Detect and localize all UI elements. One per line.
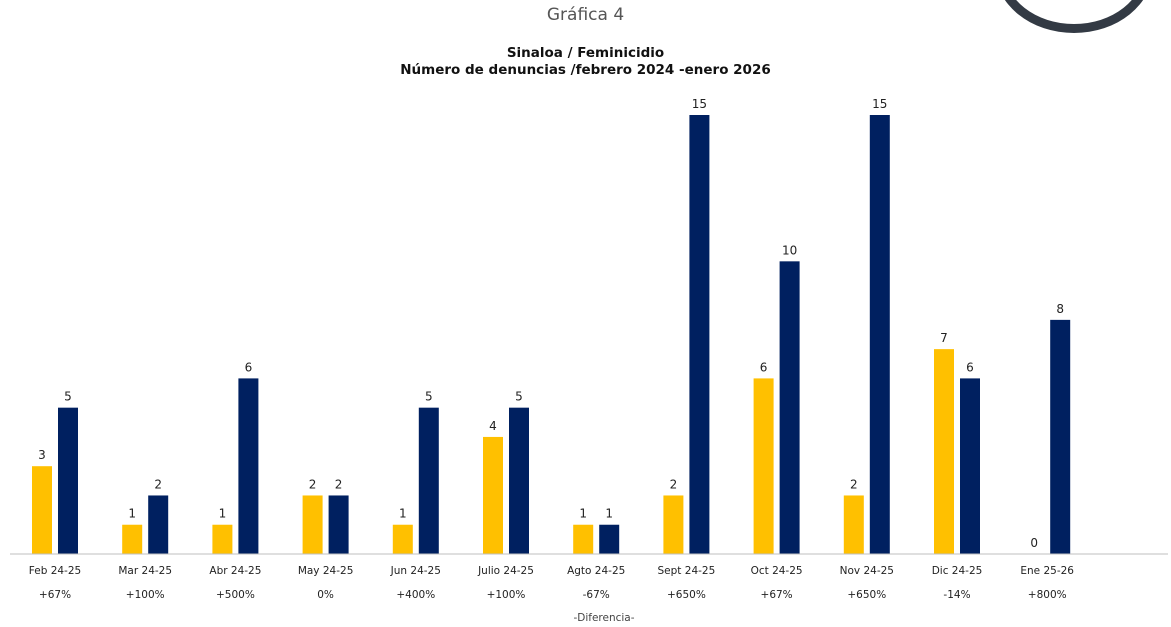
category-label: Mar 24-25 [118,565,172,577]
difference-label: +100% [126,589,165,601]
data-label-series-1: 2 [309,477,317,491]
bar-series-2 [689,115,710,554]
data-label-series-2: 2 [154,477,162,491]
data-label-series-1: 2 [850,477,858,491]
category-label: Dic 24-25 [932,565,983,577]
bar-series-2 [1050,319,1071,554]
bar-series-1 [934,349,954,554]
category-label: Sept 24-25 [658,565,716,577]
bar-series-2 [148,495,169,554]
difference-label: +100% [487,589,526,601]
data-label-series-2: 6 [966,360,974,374]
chart-subtitle: Número de denuncias /febrero 2024 -enero… [400,62,771,78]
data-label-series-1: 7 [940,331,948,345]
chart-title: Sinaloa / Feminicidio [506,45,665,61]
category-label: Ene 25-26 [1020,565,1074,577]
data-label-series-1: 3 [38,448,46,462]
category-label: Oct 24-25 [751,565,803,577]
difference-label: +650% [667,589,706,601]
bar-series-2 [238,378,259,554]
category-label: Agto 24-25 [567,565,625,577]
difference-label: -67% [583,589,610,601]
category-label: May 24-25 [298,565,354,577]
difference-label: +67% [39,589,71,601]
category-label: Julio 24-25 [477,565,534,577]
bar-series-2 [418,407,439,554]
difference-label: -14% [943,589,970,601]
bar-series-1 [483,436,503,554]
data-label-series-2: 5 [515,390,523,404]
difference-label: 0% [317,589,334,601]
data-label-series-1: 1 [399,507,407,521]
bar-series-1 [302,495,323,554]
chart-title-block: Sinaloa / Feminicidio Número de denuncia… [0,45,1171,79]
data-label-series-1: 2 [670,477,678,491]
data-label-series-1: 0 [1030,536,1038,550]
difference-label: +650% [847,589,886,601]
data-label-series-1: 6 [760,360,768,374]
data-label-series-2: 6 [245,360,253,374]
data-label-series-2: 15 [872,97,887,111]
category-label: Feb 24-25 [29,565,81,577]
bar-series-2 [509,407,529,554]
bar-series-2 [869,115,890,554]
difference-label: +800% [1028,589,1067,601]
bar-series-2 [960,378,980,554]
differences-caption: -Diferencia- [573,612,634,624]
category-label: Abr 24-25 [209,565,261,577]
bar-series-1 [843,495,864,554]
difference-label: +500% [216,589,255,601]
data-label-series-2: 1 [605,507,613,521]
bar-series-1 [212,524,233,554]
bar-series-2 [58,407,78,554]
difference-label: +400% [396,589,435,601]
category-label: Jun 24-25 [390,565,441,577]
data-label-series-2: 5 [64,390,72,404]
data-label-series-1: 1 [219,507,227,521]
bars-layer [32,115,1071,554]
bar-series-2 [328,495,349,554]
bar-series-1 [392,524,413,554]
category-label: Nov 24-25 [840,565,894,577]
labels-layer: 3 5 Feb 24-25 +67% 1 2 Mar 24-25 +100% 1 6 Abr 24-… [29,97,1075,601]
data-label-series-2: 5 [425,390,433,404]
data-label-series-2: 15 [692,97,707,111]
bar-series-1 [663,495,684,554]
bar-series-1 [32,466,52,554]
data-label-series-1: 1 [579,507,587,521]
bar-series-1 [122,524,143,554]
data-label-series-2: 10 [782,243,797,257]
data-label-series-1: 1 [128,507,136,521]
bar-series-2 [599,524,620,554]
bar-series-2 [779,261,800,554]
difference-label: +67% [761,589,793,601]
bar-series-1 [573,524,594,554]
data-label-series-2: 2 [335,477,343,491]
bar-series-1 [753,378,774,554]
data-label-series-2: 8 [1056,302,1064,316]
data-label-series-1: 4 [489,419,497,433]
page-heading: Gráfica 4 [546,5,625,25]
